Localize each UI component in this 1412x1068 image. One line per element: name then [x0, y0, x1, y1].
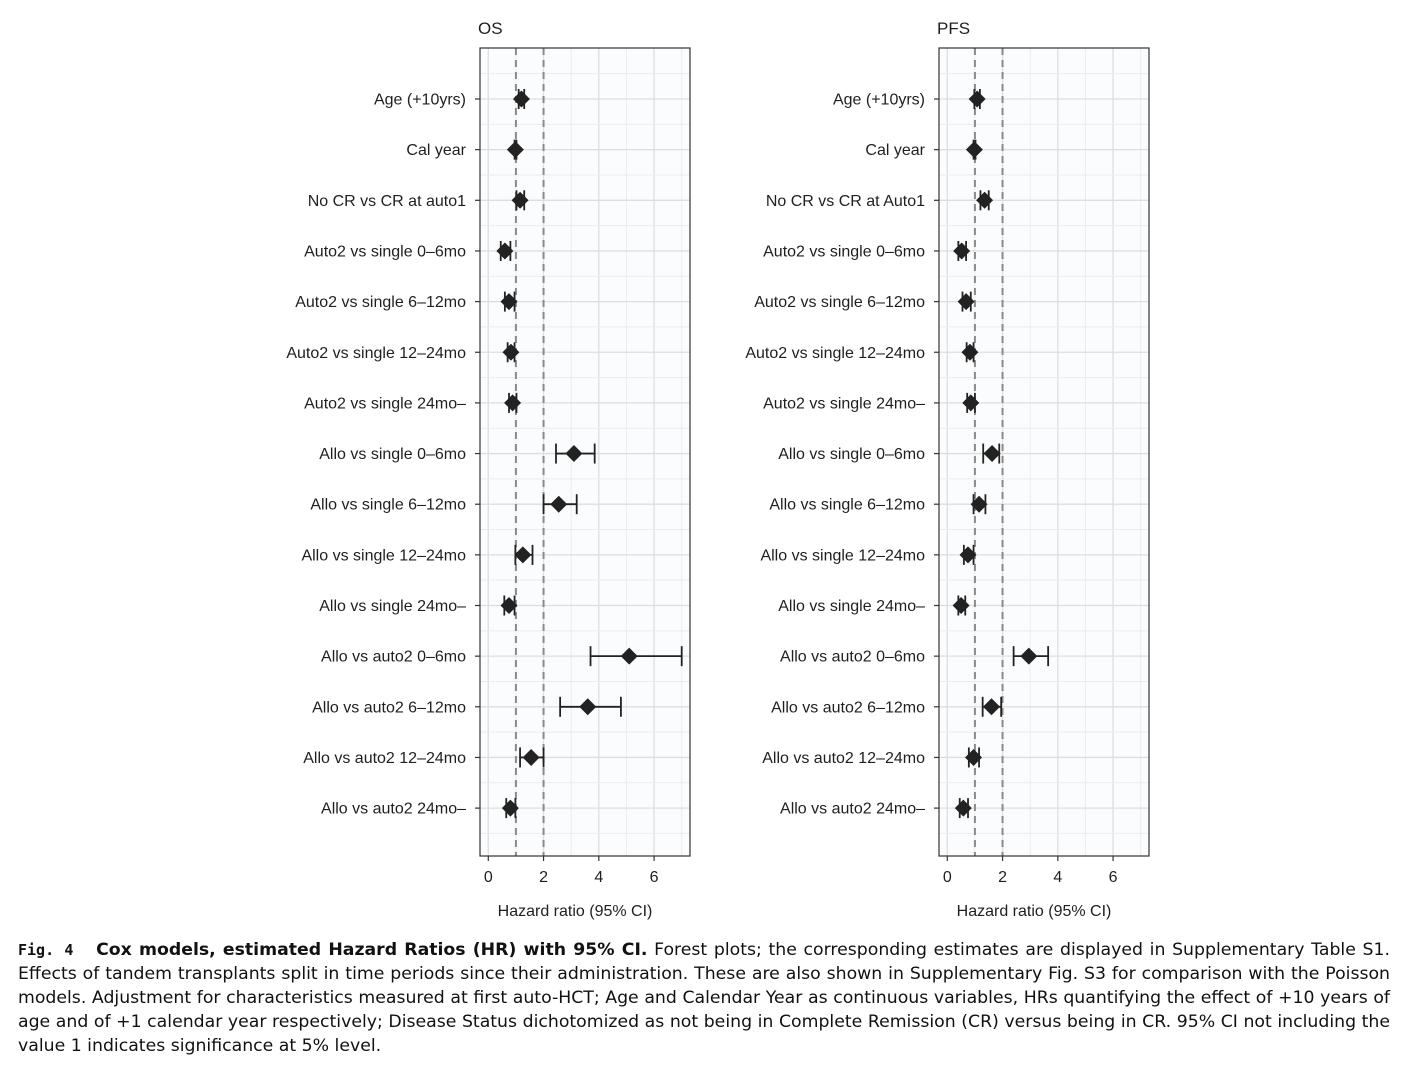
- hazard-ratio-marker: [506, 141, 524, 159]
- panel-border: [479, 47, 691, 857]
- hazard-ratio-marker: [496, 242, 514, 260]
- row-label: No CR vs CR at Auto1: [766, 193, 925, 210]
- panel-background: [480, 48, 690, 856]
- caption-figure-number: Fig. 4: [18, 941, 74, 959]
- hazard-ratio-marker: [620, 647, 638, 665]
- row-label: Allo vs auto2 24mo–: [780, 801, 925, 818]
- hazard-ratio-marker: [500, 597, 518, 614]
- row-label: Auto2 vs single 12–24mo: [745, 345, 925, 362]
- panel-os: Age (+10yrs) Cal year No CR vs CR at auto1…: [286, 19, 691, 920]
- hazard-ratio-marker: [965, 748, 983, 766]
- hazard-ratio-marker: [501, 799, 519, 817]
- row-label: Allo vs auto2 0–6mo: [780, 649, 925, 666]
- row-label: Age (+10yrs): [374, 92, 466, 109]
- row-label: Allo vs single 6–12mo: [769, 497, 925, 514]
- row-label: Auto2 vs single 24mo–: [763, 395, 925, 412]
- panel-border: [938, 47, 1150, 857]
- x-tick-label: 4: [1053, 869, 1062, 886]
- hazard-ratio-marker: [959, 546, 977, 564]
- hazard-ratio-marker: [983, 698, 1000, 716]
- x-tick-label: 2: [539, 869, 548, 886]
- row-label: Auto2 vs single 12–24mo: [286, 345, 466, 362]
- row-label: Cal year: [406, 142, 466, 159]
- caption-title: Cox models, estimated Hazard Ratios (HR)…: [96, 940, 648, 960]
- hazard-ratio-marker: [504, 394, 522, 412]
- row-label: Allo vs auto2 24mo–: [321, 801, 466, 818]
- hazard-ratio-marker: [968, 90, 986, 108]
- panel-title: PFS: [937, 19, 970, 38]
- hazard-ratio-marker: [965, 141, 983, 159]
- caption-text: Forest plots; the corresponding estimate…: [18, 940, 1390, 1056]
- x-axis-label: Hazard ratio (95% CI): [498, 903, 653, 920]
- row-label: Allo vs auto2 0–6mo: [321, 649, 466, 666]
- x-tick-label: 6: [1109, 869, 1118, 886]
- panel-background: [939, 48, 1149, 856]
- row-label: Allo vs single 6–12mo: [310, 497, 466, 514]
- row-label: Allo vs auto2 12–24mo: [303, 750, 466, 767]
- x-tick-label: 0: [943, 869, 952, 886]
- hazard-ratio-marker: [976, 191, 994, 209]
- hazard-ratio-marker: [970, 495, 988, 513]
- forest-plot-figure: Age (+10yrs) Cal year No CR vs CR at auto1…: [286, 19, 1150, 920]
- row-label: Allo vs single 12–24mo: [760, 547, 925, 564]
- row-label: Allo vs single 24mo–: [319, 598, 466, 615]
- hazard-ratio-marker: [522, 748, 540, 766]
- row-label: Auto2 vs single 24mo–: [304, 395, 466, 412]
- panel-title: OS: [478, 19, 503, 38]
- hazard-ratio-marker: [954, 799, 972, 817]
- x-axis-label: Hazard ratio (95% CI): [957, 903, 1112, 920]
- row-label: Allo vs auto2 6–12mo: [312, 699, 466, 716]
- hazard-ratio-marker: [983, 445, 1001, 463]
- row-label: Allo vs single 24mo–: [778, 598, 925, 615]
- hazard-ratio-marker: [502, 343, 520, 361]
- row-label: Cal year: [865, 142, 925, 159]
- hazard-ratio-marker: [953, 242, 971, 260]
- row-label: Allo vs single 0–6mo: [319, 446, 466, 463]
- row-label: Auto2 vs single 6–12mo: [754, 294, 925, 311]
- row-label: Allo vs single 12–24mo: [301, 547, 466, 564]
- hazard-ratio-marker: [514, 546, 532, 564]
- hazard-ratio-marker: [550, 495, 568, 513]
- hazard-ratio-marker: [512, 90, 530, 108]
- x-tick-label: 4: [594, 869, 603, 886]
- hazard-ratio-marker: [957, 293, 975, 311]
- row-label: No CR vs CR at auto1: [308, 193, 466, 210]
- row-label: Age (+10yrs): [833, 92, 925, 109]
- row-label: Auto2 vs single 0–6mo: [763, 243, 925, 260]
- row-label: Allo vs auto2 6–12mo: [771, 699, 925, 716]
- hazard-ratio-marker: [1020, 647, 1038, 665]
- hazard-ratio-marker: [962, 394, 980, 412]
- x-tick-label: 2: [998, 869, 1007, 886]
- x-tick-label: 6: [650, 869, 659, 886]
- x-tick-label: 0: [484, 869, 493, 886]
- hazard-ratio-marker: [961, 343, 979, 361]
- hazard-ratio-marker: [952, 597, 970, 614]
- row-label: Auto2 vs single 6–12mo: [295, 294, 466, 311]
- row-label: Allo vs single 0–6mo: [778, 446, 925, 463]
- row-label: Allo vs auto2 12–24mo: [762, 750, 925, 767]
- hazard-ratio-marker: [579, 698, 597, 716]
- figure-caption: Fig. 4 Cox models, estimated Hazard Rati…: [18, 938, 1390, 1058]
- panel-pfs: Age (+10yrs) Cal year No CR vs CR at Auto1…: [745, 19, 1150, 920]
- hazard-ratio-marker: [511, 191, 529, 209]
- row-label: Auto2 vs single 0–6mo: [304, 243, 466, 260]
- hazard-ratio-marker: [565, 445, 583, 463]
- hazard-ratio-marker: [500, 293, 518, 311]
